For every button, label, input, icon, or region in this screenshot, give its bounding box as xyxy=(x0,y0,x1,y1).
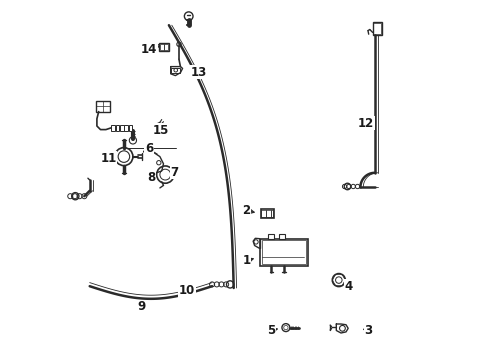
Text: 6: 6 xyxy=(144,142,153,155)
Bar xyxy=(164,44,167,50)
Bar xyxy=(171,68,180,73)
Text: 5: 5 xyxy=(266,324,275,337)
Bar xyxy=(128,125,132,131)
Text: 3: 3 xyxy=(364,324,372,337)
Bar xyxy=(261,240,305,264)
Text: 9: 9 xyxy=(138,300,146,313)
Bar xyxy=(96,101,110,112)
Bar xyxy=(120,125,123,131)
Bar xyxy=(124,125,127,131)
Text: 12: 12 xyxy=(357,117,373,130)
Text: 1: 1 xyxy=(242,255,250,267)
Bar xyxy=(271,210,273,217)
Bar xyxy=(372,22,381,35)
Bar xyxy=(278,234,285,239)
Text: 13: 13 xyxy=(190,66,206,78)
Text: 14: 14 xyxy=(141,43,157,56)
Bar xyxy=(261,210,265,217)
Bar xyxy=(111,125,115,131)
Bar xyxy=(266,210,270,217)
Bar xyxy=(159,44,163,50)
Text: 11: 11 xyxy=(100,152,116,165)
Bar xyxy=(373,23,381,34)
Bar xyxy=(115,125,119,131)
Text: 2: 2 xyxy=(242,204,250,217)
Text: 10: 10 xyxy=(179,284,195,297)
Text: 4: 4 xyxy=(344,280,352,293)
Bar xyxy=(260,209,274,218)
Text: 8: 8 xyxy=(146,171,155,184)
Text: 15: 15 xyxy=(152,124,169,137)
Bar xyxy=(259,239,307,266)
Bar xyxy=(267,234,274,239)
Bar xyxy=(159,43,168,51)
Text: 7: 7 xyxy=(170,166,178,179)
